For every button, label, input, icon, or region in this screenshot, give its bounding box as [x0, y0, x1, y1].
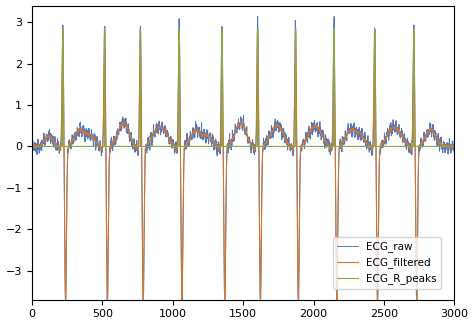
ECG_filtered — [169, 141, 175, 145]
ECG_R_peaks — [285, 145, 291, 149]
ECG_raw — [433, 131, 438, 135]
ECG_R_peaks — [232, 145, 238, 149]
ECG_raw — [331, 15, 337, 19]
Line: ECG_filtered: ECG_filtered — [32, 28, 455, 300]
ECG_R_peaks — [29, 145, 35, 149]
ECG_R_peaks — [197, 145, 203, 149]
ECG_filtered — [452, 144, 457, 148]
ECG_R_peaks — [113, 145, 119, 149]
ECG_raw — [197, 134, 203, 137]
ECG_raw — [452, 146, 457, 150]
ECG_raw — [169, 146, 175, 150]
ECG_filtered — [29, 145, 35, 149]
ECG_filtered — [113, 135, 119, 139]
Line: ECG_raw: ECG_raw — [32, 17, 455, 311]
ECG_raw — [232, 128, 238, 132]
ECG_raw — [29, 144, 35, 148]
ECG_raw — [285, 137, 291, 141]
ECG_filtered — [232, 131, 238, 135]
ECG_raw — [113, 138, 119, 142]
ECG_R_peaks — [452, 145, 457, 149]
Line: ECG_R_peaks: ECG_R_peaks — [32, 28, 455, 147]
Legend: ECG_raw, ECG_filtered, ECG_R_peaks: ECG_raw, ECG_filtered, ECG_R_peaks — [333, 237, 441, 289]
ECG_R_peaks — [169, 145, 175, 149]
ECG_R_peaks — [176, 26, 182, 30]
ECG_filtered — [176, 26, 182, 30]
ECG_filtered — [286, 141, 292, 145]
ECG_raw — [63, 309, 68, 313]
ECG_R_peaks — [433, 145, 438, 149]
ECG_filtered — [222, 298, 228, 302]
ECG_filtered — [197, 131, 203, 135]
ECG_filtered — [433, 134, 438, 137]
